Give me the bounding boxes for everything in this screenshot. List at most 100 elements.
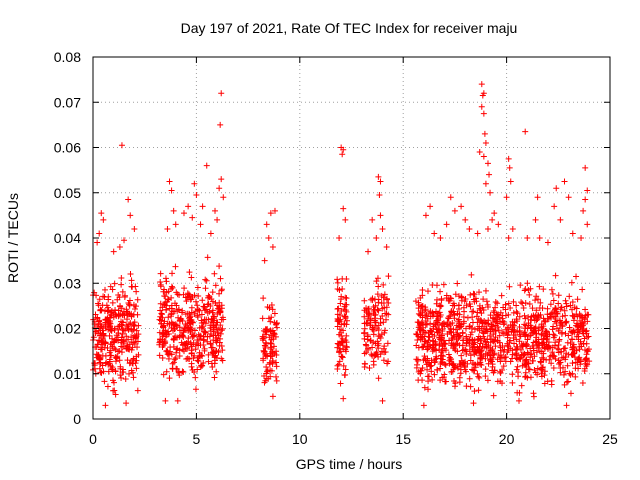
data-point [208,316,215,323]
data-point [569,328,576,335]
data-point [163,278,170,285]
data-point [510,298,517,305]
data-point [490,369,497,376]
data-point [524,336,531,343]
data-point [106,332,113,339]
data-point [184,341,191,348]
data-point [343,276,350,283]
data-point [521,329,528,336]
data-point [159,354,166,361]
y-tick-labels: 0 0.01 0.02 0.03 0.04 0.05 0.06 0.07 0.08 [54,49,81,427]
data-point [340,205,347,212]
data-point [562,353,569,360]
data-point [513,354,520,361]
data-point [421,384,428,391]
data-point [107,318,114,325]
data-point [506,164,513,171]
data-point [559,313,566,320]
data-point [424,366,431,373]
data-point [171,300,178,307]
data-point [381,327,388,334]
data-point [134,296,141,303]
data-point [458,352,465,359]
data-point [497,344,504,351]
data-point [475,336,482,343]
data-point [217,275,224,282]
data-point [506,283,513,290]
data-point [126,370,133,377]
data-point [477,359,484,366]
data-point [115,291,122,298]
data-point [522,325,529,332]
data-point [339,335,346,342]
data-point [105,307,112,314]
data-point [510,309,517,316]
data-point [172,354,179,361]
data-point [433,296,440,303]
x-tick-label: 0 [89,431,97,447]
data-point [115,326,122,333]
data-point [203,162,210,169]
y-tick-label: 0.06 [54,140,81,156]
data-point [273,377,280,384]
data-point [334,286,341,293]
data-point [585,333,592,340]
data-point [555,346,562,353]
data-point [537,359,544,366]
data-point [117,365,124,372]
data-point [453,336,460,343]
data-point [336,235,343,241]
data-point [194,336,201,343]
y-axis-label: ROTI / TECUs [5,193,21,283]
data-point [561,381,568,388]
data-point [569,299,576,306]
data-point [546,356,553,363]
data-point [160,371,167,378]
data-point [454,348,461,355]
data-point [489,216,496,223]
data-point [112,368,119,375]
data-point [212,322,219,329]
data-point [269,306,276,313]
data-point [164,347,171,354]
data-point [575,326,582,333]
data-point [436,302,443,309]
data-point [100,216,107,223]
data-point [199,297,206,304]
data-point [340,362,347,369]
data-point [559,323,566,330]
data-point [427,203,434,210]
data-point [116,244,123,251]
data-point [420,343,427,350]
data-point [158,310,165,317]
data-point [578,340,585,347]
data-point [567,371,574,378]
data-point [266,304,273,311]
data-point [486,352,493,359]
data-point [451,377,458,384]
data-point [460,304,467,311]
data-point [204,333,211,340]
data-point [536,283,543,290]
data-point [175,369,182,376]
data-point [125,325,132,332]
data-point [361,297,368,304]
data-point [413,342,420,349]
data-point [209,289,216,296]
data-point [201,328,208,335]
data-point [176,324,183,331]
data-point [187,324,194,331]
data-point [96,365,103,372]
data-point [334,279,341,286]
data-point [490,351,497,358]
data-point [567,302,574,309]
data-point [557,319,564,326]
data-point [157,317,164,324]
data-point [374,291,381,298]
data-point [172,263,179,270]
data-point [133,365,140,372]
data-point [561,345,568,352]
data-point [110,387,117,394]
data-point [98,210,105,217]
data-point [457,332,464,339]
